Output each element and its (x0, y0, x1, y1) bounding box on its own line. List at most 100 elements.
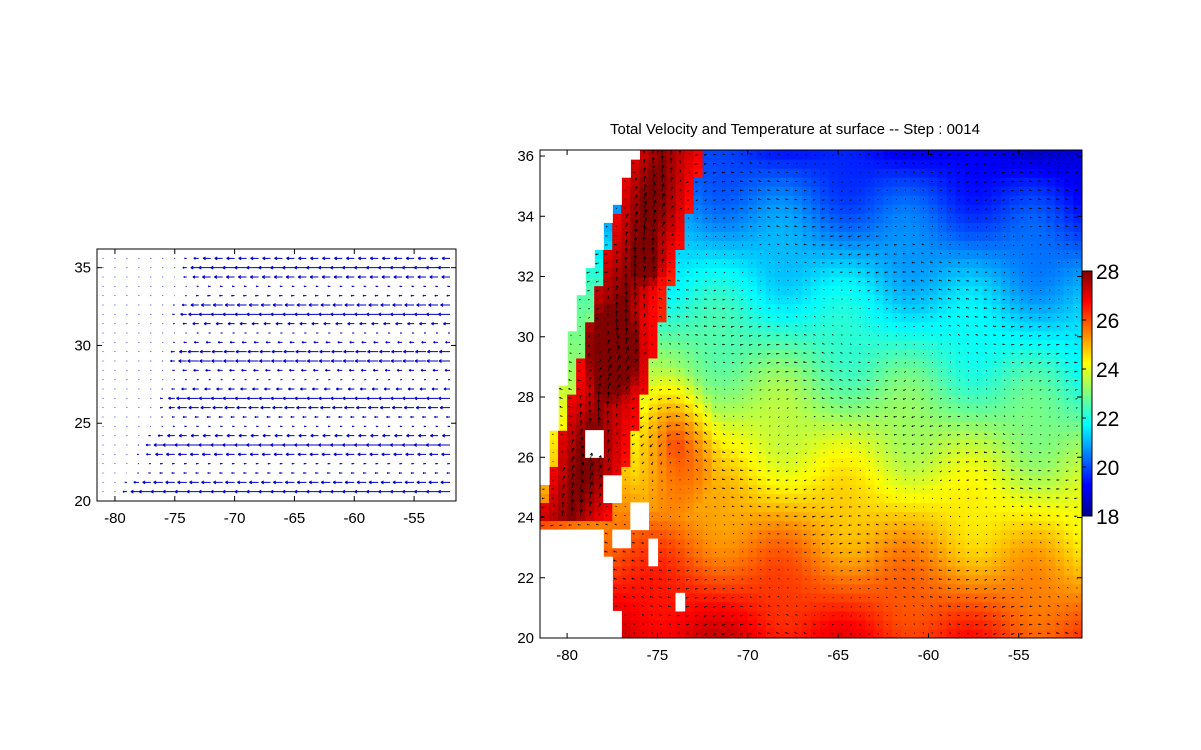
velocity-arrow (325, 341, 331, 344)
temperature-cell (756, 529, 767, 540)
velocity-arrow (938, 578, 943, 580)
velocity-arrow (704, 497, 708, 499)
temperature-cell (702, 276, 713, 287)
velocity-arrow (831, 560, 834, 563)
land-cell (549, 556, 559, 567)
temperature-cell (648, 394, 659, 404)
temperature-cell (792, 565, 803, 576)
velocity-arrow (696, 533, 699, 536)
temperature-cell (829, 610, 839, 621)
temperature-cell (576, 366, 586, 377)
land-cell (558, 186, 568, 196)
velocity-arrow (389, 265, 403, 270)
temperature-cell (666, 384, 677, 395)
temperature-cell (702, 511, 713, 522)
land-cell (648, 556, 659, 567)
temperature-cell (693, 366, 704, 377)
temperature-cell (675, 538, 686, 549)
temperature-cell (928, 403, 939, 413)
velocity-arrow (321, 275, 331, 279)
temperature-cell (865, 285, 875, 296)
temperature-cell (928, 394, 939, 404)
temperature-cell (702, 475, 713, 485)
temperature-cell (639, 466, 649, 476)
land-cell (594, 213, 604, 223)
velocity-arrow (258, 396, 271, 401)
land-cell (576, 213, 586, 223)
left-x-ticks: -80 -75 -70 -65 -60 -55 (104, 249, 425, 527)
temperature-cell (856, 430, 866, 440)
temperature-cell (684, 619, 695, 630)
temperature-cell (702, 339, 713, 350)
temperature-cell (801, 267, 812, 278)
temperature-cell (829, 375, 839, 386)
velocity-arrow (848, 560, 852, 563)
velocity-arrow (1012, 569, 1015, 571)
temperature-cell (1063, 511, 1074, 522)
temperature-cell (621, 348, 631, 359)
velocity-arrow (339, 285, 343, 288)
velocity-arrow (322, 433, 331, 438)
temperature-cell (774, 231, 785, 241)
temperature-cell (756, 321, 767, 332)
temperature-cell (747, 195, 758, 205)
temperature-cell (1063, 330, 1074, 341)
velocity-arrow (256, 332, 259, 334)
velocity-arrow (759, 578, 762, 580)
temperature-cell (991, 357, 1002, 368)
temperature-cell (783, 601, 794, 612)
land-cell (594, 592, 604, 603)
temperature-cell (928, 538, 939, 549)
temperature-cell (702, 547, 713, 558)
velocity-arrow (875, 523, 879, 526)
temperature-cell (1036, 574, 1047, 585)
velocity-arrow (366, 489, 379, 494)
velocity-arrow (712, 615, 717, 617)
temperature-cell (991, 366, 1002, 377)
temperature-cell (567, 457, 577, 467)
temperature-cell (856, 267, 866, 278)
velocity-arrow (760, 550, 762, 553)
temperature-cell (657, 375, 668, 386)
temperature-cell (937, 249, 948, 260)
temperature-cell (865, 357, 875, 368)
temperature-cell (865, 493, 875, 504)
temperature-cell (666, 195, 677, 205)
velocity-arrow (287, 321, 295, 326)
velocity-arrow (985, 497, 988, 499)
velocity-arrow (259, 359, 271, 363)
velocity-arrow (1047, 523, 1051, 526)
temperature-cell (630, 285, 640, 296)
temperature-cell (594, 366, 604, 377)
temperature-cell (684, 421, 695, 431)
temperature-cell (1027, 348, 1038, 359)
temperature-cell (765, 520, 776, 531)
temperature-cell (1063, 592, 1074, 603)
velocity-arrow (985, 542, 988, 545)
temperature-cell (883, 601, 893, 612)
temperature-cell (774, 357, 785, 368)
velocity-arrow (290, 294, 295, 297)
velocity-arrow (976, 497, 979, 499)
temperature-cell (982, 619, 993, 630)
temperature-cell (612, 267, 622, 278)
temperature-cell (982, 556, 993, 567)
temperature-cell (639, 375, 649, 386)
velocity-arrow (319, 359, 331, 363)
temperature-cell (910, 412, 920, 422)
velocity-arrow (1020, 496, 1024, 499)
temperature-cell (747, 366, 758, 377)
temperature-cell (883, 466, 893, 476)
temperature-cell (774, 150, 785, 160)
temperature-cell (964, 565, 975, 576)
temperature-cell (928, 574, 939, 585)
temperature-cell (937, 448, 948, 458)
temperature-cell (612, 421, 622, 431)
temperature-cell (991, 159, 1002, 169)
temperature-cell (729, 583, 740, 594)
temperature-cell (1063, 267, 1074, 278)
velocity-arrow (966, 569, 970, 572)
temperature-cell (603, 231, 613, 241)
temperature-cell (901, 520, 911, 531)
land-cell (549, 150, 559, 160)
